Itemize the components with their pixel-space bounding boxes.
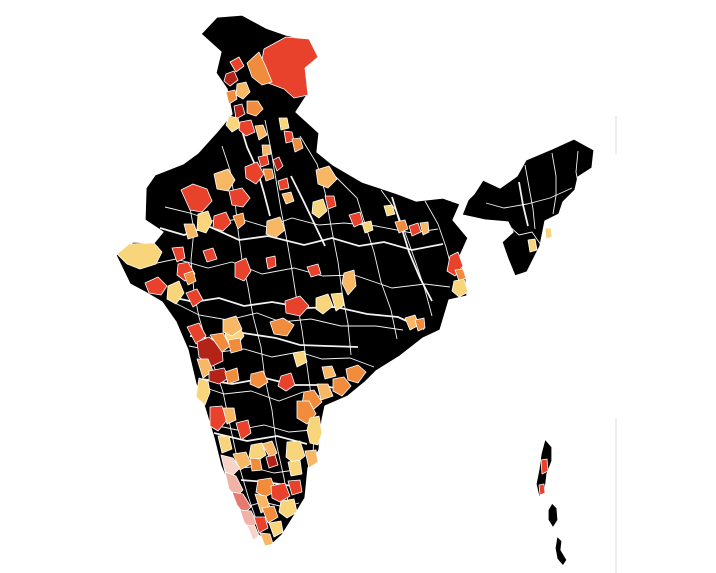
district-raj-8: [183, 223, 199, 240]
district-jharkhand-2: [414, 317, 426, 332]
district-up-west-2: [281, 191, 295, 205]
small-island-group: [554, 535, 568, 567]
district-kutch: [116, 242, 163, 270]
district-raj-7: [244, 161, 265, 185]
district-maha-5: [227, 337, 243, 354]
district-raj-9: [202, 247, 218, 263]
district-mp-7: [315, 293, 334, 315]
district-ap-4: [306, 415, 323, 446]
district-kar-8: [249, 457, 263, 472]
district-mp-6: [306, 263, 322, 278]
northeast-region: [461, 138, 595, 277]
district-tn-1: [255, 477, 277, 498]
district-punjab-2: [254, 124, 268, 141]
district-gujarat-3: [144, 276, 168, 296]
district-up-west-1: [277, 177, 290, 191]
district-kar-10: [287, 459, 303, 477]
district-delhi: [272, 156, 284, 172]
district-uk-1: [278, 117, 290, 131]
district-ladakh-west: [246, 51, 273, 86]
district-gujarat-4: [166, 280, 185, 305]
district-wb-3: [451, 278, 469, 298]
district-tn-5: [278, 498, 298, 519]
district-raj-1: [180, 183, 213, 213]
district-maha-4: [222, 315, 243, 337]
district-maha-9: [224, 367, 240, 385]
district-mp-9: [341, 269, 357, 296]
district-mp-8: [330, 292, 345, 312]
district-hp-1: [246, 100, 264, 117]
district-maha-8: [195, 377, 211, 406]
district-kar-6: [261, 440, 278, 459]
district-kashmir-4: [225, 89, 238, 105]
district-maha-1: [186, 322, 207, 345]
district-odisha-2: [332, 376, 352, 397]
district-maha-11: [277, 372, 296, 392]
district-punjab-1: [238, 119, 256, 137]
district-tn-8: [268, 520, 284, 538]
base-layer: [115, 14, 595, 567]
district-maha-10: [249, 370, 269, 389]
district-up-1: [315, 165, 338, 189]
district-odisha-1: [345, 364, 367, 384]
district-mp-3: [265, 216, 286, 239]
district-mp-4: [284, 295, 310, 317]
district-haryana-3: [262, 168, 275, 182]
district-odisha-3: [316, 383, 334, 401]
district-kar-1: [209, 405, 228, 432]
district-raj-6: [232, 212, 246, 230]
hotspot-layer: [116, 36, 553, 547]
district-raj-2: [213, 168, 236, 192]
district-maha-12: [292, 350, 308, 368]
district-tn-3: [287, 479, 303, 496]
district-raj-5: [196, 210, 213, 234]
district-kar-4: [217, 435, 233, 454]
district-kashmir-1: [229, 56, 245, 73]
district-hp-3: [225, 115, 241, 133]
district-bihar-2: [394, 219, 409, 234]
mainland-india: [115, 14, 469, 547]
district-haryana-1: [261, 144, 272, 157]
district-up-5: [361, 220, 374, 234]
district-kar-3: [235, 419, 252, 441]
district-mp-2: [265, 255, 277, 270]
district-mp-5: [269, 317, 295, 337]
district-andaman-1: [540, 458, 549, 475]
nicobar-islands: [547, 502, 559, 529]
district-uk-3: [291, 137, 304, 153]
district-mp-1: [234, 257, 252, 282]
district-tn-6: [261, 505, 279, 524]
district-ne-1: [544, 227, 553, 240]
district-bihar-4: [419, 221, 430, 236]
district-haryana-2: [257, 154, 270, 168]
district-raj-3: [228, 187, 251, 208]
district-kar-5: [248, 442, 267, 462]
district-hp-2: [233, 103, 246, 120]
district-raj-4: [212, 211, 232, 232]
district-bihar-3: [408, 222, 422, 237]
district-gujarat-1: [171, 246, 186, 263]
district-bihar-1: [383, 204, 396, 217]
district-gujarat-5: [185, 288, 204, 308]
district-up-2: [311, 198, 328, 219]
district-tn-7: [253, 516, 269, 534]
district-up-3: [324, 195, 337, 210]
district-kashmir-3: [235, 81, 251, 100]
district-kar-2: [222, 407, 237, 425]
district-tn-2: [270, 482, 291, 503]
district-kerala-1: [220, 454, 241, 476]
district-kar-7: [265, 454, 279, 469]
district-ne-2: [527, 238, 538, 253]
district-ap-2: [321, 365, 337, 380]
district-kerala-5: [246, 524, 260, 541]
district-maha-7: [208, 367, 230, 385]
district-andaman-2: [538, 483, 546, 496]
district-tn-9: [259, 532, 274, 547]
district-gujarat-6: [183, 270, 197, 286]
district-wb-2: [454, 268, 467, 282]
district-kashmir-2: [223, 70, 239, 87]
district-ap-6: [304, 449, 319, 469]
